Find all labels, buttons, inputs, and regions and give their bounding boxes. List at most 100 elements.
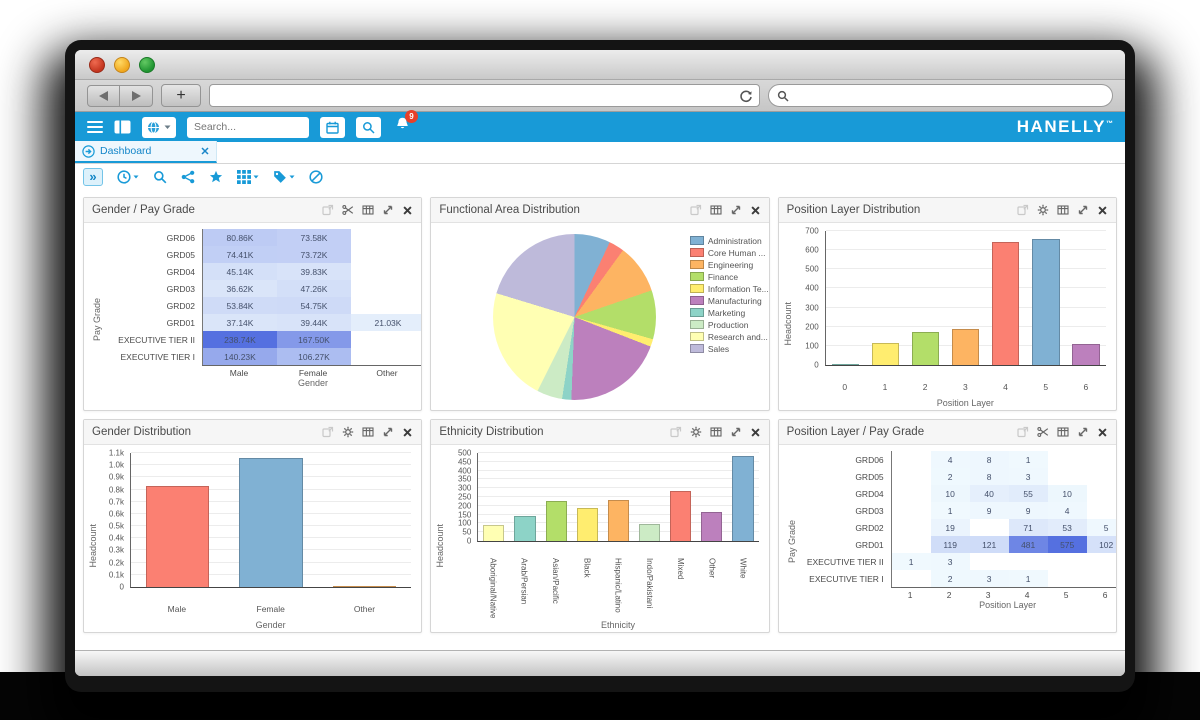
gear-icon[interactable] xyxy=(1037,204,1049,216)
share-button[interactable] xyxy=(181,170,195,184)
heatmap-cell[interactable]: 74.41K xyxy=(203,246,277,263)
heatmap-cell[interactable]: 9 xyxy=(969,502,1009,519)
close-icon[interactable] xyxy=(402,427,413,438)
heatmap-cell[interactable]: 36.62K xyxy=(203,280,277,297)
heatmap-cell[interactable]: 5 xyxy=(1086,519,1116,536)
heatmap-cell[interactable]: 2 xyxy=(930,468,970,485)
heatmap-cell[interactable]: 19 xyxy=(930,519,970,536)
heatmap-cell[interactable]: 73.72K xyxy=(277,246,351,263)
close-icon[interactable] xyxy=(1097,427,1108,438)
table-icon[interactable] xyxy=(710,426,722,438)
heatmap-cell[interactable]: 121 xyxy=(969,536,1009,553)
heatmap-cell[interactable]: 1 xyxy=(891,553,931,570)
close-icon[interactable] xyxy=(750,205,761,216)
heatmap-cell[interactable]: 10 xyxy=(1047,485,1087,502)
clear-filters-button[interactable] xyxy=(309,169,323,184)
search-button[interactable] xyxy=(356,116,381,138)
gear-icon[interactable] xyxy=(342,426,354,438)
legend-item[interactable]: Core Human ... xyxy=(689,248,769,258)
heatmap-cell[interactable]: 53 xyxy=(1047,519,1087,536)
bar[interactable] xyxy=(145,485,210,587)
heatmap-cell[interactable]: 9 xyxy=(1008,502,1048,519)
table-icon[interactable] xyxy=(1057,204,1069,216)
heatmap-cell[interactable]: 1 xyxy=(1008,451,1048,468)
heatmap-cell[interactable]: 55 xyxy=(1008,485,1048,502)
notifications-button[interactable]: 9 xyxy=(394,110,418,138)
table-icon[interactable] xyxy=(362,426,374,438)
bar[interactable] xyxy=(332,585,397,587)
heatmap-cell[interactable]: 73.58K xyxy=(277,229,351,246)
expand-icon[interactable] xyxy=(1077,426,1089,438)
close-tab-icon[interactable] xyxy=(201,147,209,155)
table-icon[interactable] xyxy=(362,204,374,216)
bar[interactable] xyxy=(832,363,860,365)
bar[interactable] xyxy=(912,331,940,365)
reload-icon[interactable] xyxy=(739,89,753,103)
legend-item[interactable]: Information Te... xyxy=(689,284,769,294)
calendar-button[interactable] xyxy=(320,116,345,138)
heatmap-cell[interactable]: 119 xyxy=(930,536,970,553)
maximize-window-button[interactable] xyxy=(139,56,155,73)
bar[interactable] xyxy=(732,456,754,541)
heatmap-cell[interactable]: 21.03K xyxy=(351,314,422,331)
heatmap-cell[interactable]: 8 xyxy=(969,468,1009,485)
app-search-input[interactable] xyxy=(187,121,309,133)
address-input[interactable] xyxy=(210,85,739,106)
heatmap-cell[interactable]: 3 xyxy=(930,553,970,570)
scissors-icon[interactable] xyxy=(342,204,354,216)
bar[interactable] xyxy=(639,523,661,541)
heatmap-cell[interactable]: 80.86K xyxy=(203,229,277,246)
heatmap-cell[interactable]: 1 xyxy=(930,502,970,519)
bar[interactable] xyxy=(514,516,536,541)
table-icon[interactable] xyxy=(1057,426,1069,438)
expand-icon[interactable] xyxy=(382,426,394,438)
heatmap-cell[interactable]: 4 xyxy=(930,451,970,468)
bar[interactable] xyxy=(992,241,1020,365)
heatmap-cell[interactable]: 37.14K xyxy=(203,314,277,331)
grid-view-button[interactable] xyxy=(237,169,259,184)
tags-button[interactable] xyxy=(273,170,295,184)
browser-search-field[interactable] xyxy=(768,84,1113,107)
heatmap-cell[interactable]: 102 xyxy=(1086,536,1116,553)
bar[interactable] xyxy=(239,457,303,587)
heatmap-cell[interactable]: 481 xyxy=(1008,536,1048,553)
heatmap-cell[interactable]: 3 xyxy=(969,570,1009,587)
bar[interactable] xyxy=(607,500,630,541)
expand-icon[interactable] xyxy=(730,426,742,438)
legend-item[interactable]: Administration xyxy=(689,236,769,246)
expand-panels-button[interactable]: » xyxy=(83,167,103,186)
heatmap-cell[interactable]: 8 xyxy=(969,451,1009,468)
bar[interactable] xyxy=(952,328,980,365)
scissors-icon[interactable] xyxy=(1037,426,1049,438)
forward-button[interactable] xyxy=(120,84,153,107)
layout-columns-icon[interactable] xyxy=(114,120,131,134)
table-icon[interactable] xyxy=(710,204,722,216)
bar[interactable] xyxy=(483,525,505,541)
heatmap-cell[interactable]: 45.14K xyxy=(203,263,277,280)
legend-item[interactable]: Production xyxy=(689,320,769,330)
expand-icon[interactable] xyxy=(382,204,394,216)
heatmap-cell[interactable]: 39.44K xyxy=(277,314,351,331)
heatmap-cell[interactable]: 238.74K xyxy=(203,331,277,348)
bar[interactable] xyxy=(545,500,567,541)
app-search-field[interactable] xyxy=(187,116,309,138)
zoom-search-button[interactable] xyxy=(153,170,167,184)
scope-selector[interactable] xyxy=(142,116,176,138)
heatmap-cell[interactable]: 40 xyxy=(969,485,1009,502)
heatmap-cell[interactable]: 3 xyxy=(1008,468,1048,485)
gear-icon[interactable] xyxy=(690,426,702,438)
browser-search-input[interactable] xyxy=(794,89,1104,102)
bar[interactable] xyxy=(670,491,692,541)
bar[interactable] xyxy=(1072,344,1100,365)
new-tab-button[interactable]: + xyxy=(161,84,201,107)
heatmap-cell[interactable]: 2 xyxy=(930,570,970,587)
menu-icon[interactable] xyxy=(87,120,103,134)
heatmap-cell[interactable]: 140.23K xyxy=(203,348,277,365)
heatmap-cell[interactable]: 167.50K xyxy=(277,331,351,348)
legend-item[interactable]: Marketing xyxy=(689,308,769,318)
minimize-window-button[interactable] xyxy=(114,56,130,73)
heatmap-cell[interactable]: 1 xyxy=(1008,570,1048,587)
heatmap-cell[interactable]: 47.26K xyxy=(277,280,351,297)
heatmap-cell[interactable]: 53.84K xyxy=(203,297,277,314)
bar[interactable] xyxy=(576,508,598,541)
